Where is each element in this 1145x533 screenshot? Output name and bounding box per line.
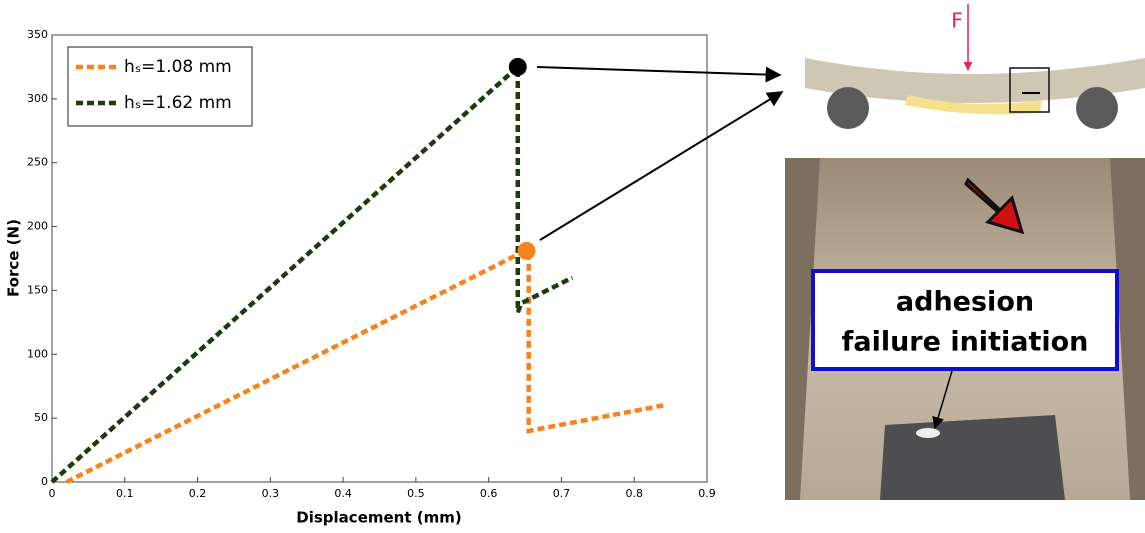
failure-spot	[916, 428, 940, 438]
x-tick-label: 0	[49, 487, 56, 500]
legend-label: hₛ=1.08 mm	[124, 57, 232, 77]
y-tick-label: 100	[27, 347, 48, 360]
force-label: F	[951, 9, 963, 33]
x-tick-label: 0.8	[625, 487, 643, 500]
y-tick-label: 150	[27, 283, 48, 296]
series-line	[65, 248, 664, 485]
y-tick-label: 200	[27, 220, 48, 233]
series-line	[50, 61, 574, 484]
peak-marker	[517, 241, 536, 260]
x-tick-label: 0.6	[480, 487, 498, 500]
legend	[67, 46, 253, 127]
adhesive	[905, 95, 1042, 115]
arrow	[536, 66, 782, 83]
peak-marker	[508, 57, 527, 76]
x-tick-label: 0.3	[262, 487, 280, 500]
x-tick-label: 0.4	[334, 487, 352, 500]
callout-text: adhesion	[896, 287, 1034, 318]
red-arrow	[964, 177, 1025, 235]
beam	[805, 58, 1145, 103]
x-tick-label: 0.5	[407, 487, 425, 500]
adherend	[880, 415, 1065, 500]
callout-text: failure initiation	[842, 327, 1089, 358]
plot: 0 0.1 0.2 0.3 0.4 0.5 0.6 0.7 0.8 0.9 0 50 100 150 200…	[27, 28, 716, 500]
x-tick-label: 0.7	[553, 487, 571, 500]
legend-label: hₛ=1.62 mm	[124, 93, 232, 113]
beam-diagram: F	[805, 4, 1145, 129]
photo: adhesion failure initiation	[785, 158, 1145, 500]
plot-frame	[51, 34, 708, 483]
y-tick-label: 250	[27, 156, 48, 169]
callout-arrow	[932, 370, 953, 430]
x-tick-label: 0.9	[698, 487, 716, 500]
callout-box	[811, 269, 1119, 371]
legend-entries: hₛ=1.08 mm hₛ=1.62 mm	[76, 57, 232, 113]
x-tick-label: 0.2	[189, 487, 207, 500]
y-tick-label: 50	[34, 411, 48, 424]
y-tick-label: 0	[41, 475, 48, 488]
y-tick-label: 300	[27, 92, 48, 105]
arrow	[539, 91, 784, 241]
x-tick-label: 0.1	[116, 487, 134, 500]
support	[827, 87, 869, 129]
y-axis-label: Force (N)	[5, 219, 23, 297]
y-tick-label: 350	[27, 28, 48, 41]
x-axis-label: Displacement (mm)	[296, 509, 461, 527]
support	[1076, 87, 1118, 129]
detail-box	[1009, 67, 1050, 113]
